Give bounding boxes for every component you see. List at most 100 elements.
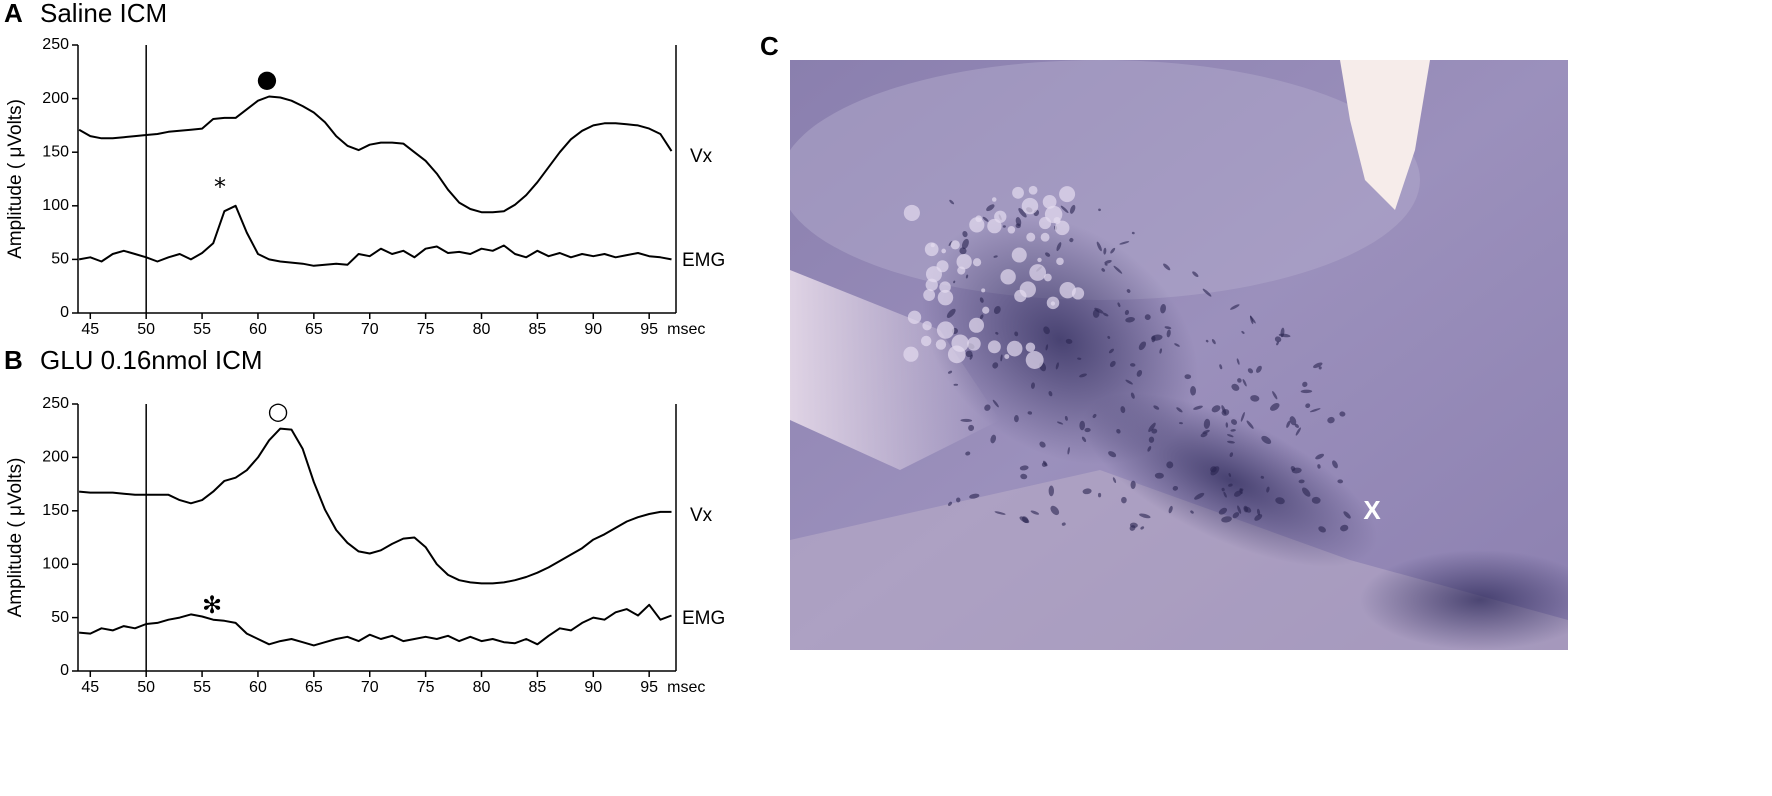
vacuole	[1025, 351, 1044, 369]
vacuole	[981, 288, 986, 293]
cell	[1286, 420, 1291, 428]
cell	[1048, 390, 1053, 397]
x-tick-label: 85	[528, 679, 546, 696]
cell	[1237, 378, 1242, 383]
cell	[994, 511, 1006, 515]
cell	[1136, 370, 1143, 377]
cell	[1148, 422, 1156, 433]
cell	[968, 424, 975, 431]
vacuole	[982, 306, 990, 314]
vacuole	[1012, 186, 1024, 199]
x-tick-label: 90	[584, 679, 602, 696]
cell	[1067, 447, 1070, 455]
cell	[1030, 510, 1040, 515]
micrograph	[790, 60, 1568, 650]
vacuole	[1037, 257, 1042, 263]
x-tick-label: 70	[361, 679, 379, 696]
x-tick-label: 90	[584, 321, 602, 338]
cell	[1318, 366, 1322, 370]
cell	[1138, 341, 1147, 351]
x-tick-label: 60	[249, 321, 267, 338]
cell	[1082, 488, 1092, 495]
vacuole	[1007, 225, 1016, 234]
cell	[1327, 416, 1335, 424]
cell	[1130, 480, 1136, 489]
cell	[1233, 490, 1243, 497]
cell	[953, 383, 959, 386]
cell	[1166, 329, 1171, 338]
cell	[1202, 288, 1212, 297]
cell	[1069, 238, 1074, 243]
cell	[1232, 512, 1240, 519]
cell	[948, 501, 953, 506]
cell	[1094, 307, 1104, 314]
cell	[1221, 516, 1232, 523]
cell	[1205, 339, 1209, 343]
cell	[979, 297, 984, 303]
cell	[1104, 259, 1112, 264]
y-tick-label: 250	[42, 395, 69, 412]
cell	[1256, 365, 1262, 373]
cell	[1092, 309, 1100, 318]
panel-label: C	[760, 31, 779, 61]
cell	[1302, 381, 1308, 388]
cell	[1260, 475, 1265, 479]
cell	[1126, 289, 1131, 293]
cell	[1014, 415, 1019, 423]
cell	[947, 370, 953, 374]
cell	[1192, 271, 1199, 278]
cell	[1081, 436, 1087, 443]
vacuole	[1026, 232, 1036, 242]
cell	[1246, 420, 1254, 429]
y-tick-label: 50	[51, 609, 69, 626]
cell	[1098, 208, 1101, 212]
cell	[992, 399, 999, 408]
vacuole	[987, 218, 1002, 234]
y-tick-label: 250	[42, 36, 69, 53]
cell	[959, 247, 967, 255]
cell	[1250, 395, 1260, 402]
cell	[1164, 326, 1172, 330]
cell	[1332, 460, 1338, 469]
cell	[1108, 451, 1117, 458]
cell	[948, 240, 953, 247]
cell	[1311, 496, 1321, 504]
cell	[1020, 473, 1028, 480]
cell	[1056, 242, 1062, 252]
cell	[990, 434, 997, 444]
cell	[1159, 348, 1162, 354]
cell	[1289, 416, 1297, 426]
vacuole	[972, 258, 982, 267]
cell	[1176, 407, 1183, 413]
cell	[1247, 368, 1254, 374]
y-tick-label: 200	[42, 90, 69, 107]
vacuole	[1059, 281, 1076, 299]
cell	[1113, 265, 1123, 274]
x-unit: msec	[667, 679, 705, 696]
vacuole	[1004, 354, 1010, 360]
cell	[960, 418, 973, 422]
vacuole	[1040, 232, 1050, 242]
series-label: EMG	[682, 608, 725, 629]
vacuole	[991, 197, 997, 202]
x-tick-label: 70	[361, 321, 379, 338]
cell	[1305, 403, 1311, 409]
image-annotation: X	[1363, 495, 1381, 525]
vacuole	[903, 204, 920, 221]
cell	[1148, 436, 1155, 443]
annotation: ✻	[202, 591, 222, 619]
cell	[1131, 231, 1135, 235]
x-tick-label: 95	[640, 679, 658, 696]
cell	[1104, 263, 1108, 266]
cell	[1294, 423, 1299, 428]
cell	[1298, 479, 1305, 484]
vacuole	[1042, 194, 1057, 209]
cell	[1221, 409, 1230, 416]
cell	[1210, 466, 1220, 476]
cell	[1242, 378, 1247, 387]
cell	[986, 204, 995, 212]
y-tick-label: 150	[42, 502, 69, 519]
x-tick-label: 45	[81, 679, 99, 696]
cell	[1015, 217, 1022, 227]
